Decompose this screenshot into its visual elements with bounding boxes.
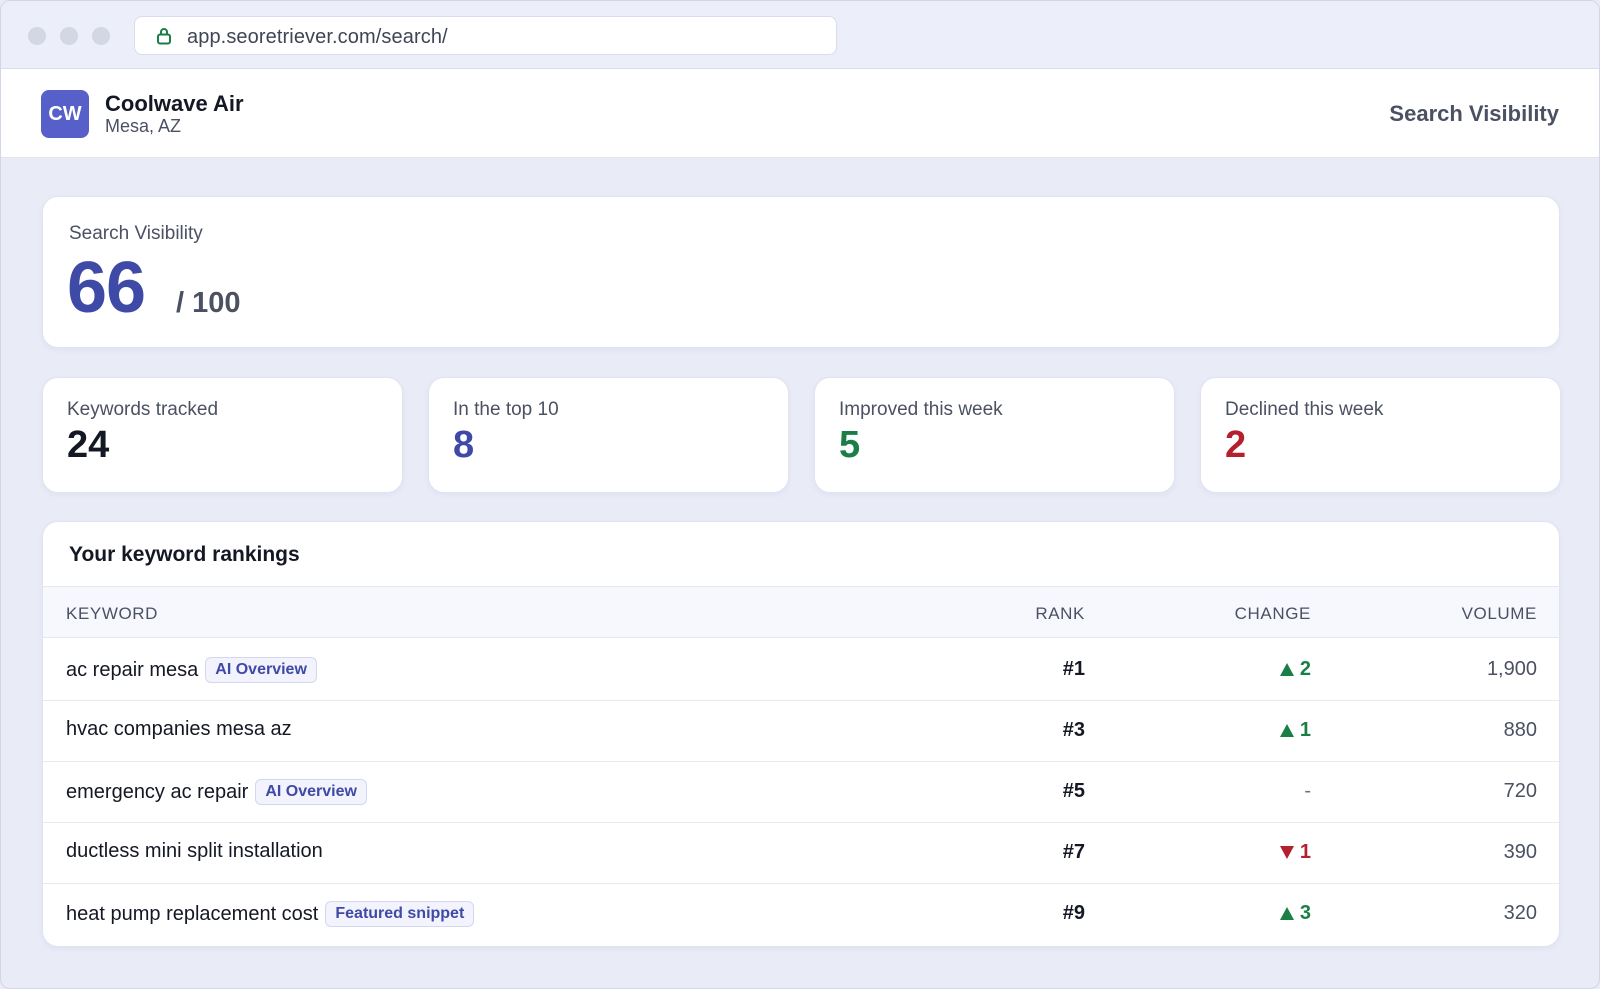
window-close-button[interactable] bbox=[28, 27, 46, 45]
table-row[interactable]: hvac companies mesa az #3 1 880 bbox=[43, 700, 1559, 762]
keyword-text: emergency ac repair bbox=[66, 780, 249, 803]
arrow-up-icon bbox=[1279, 907, 1294, 920]
table-row[interactable]: ac repair mesa AI Overview #1 2 1,900 bbox=[43, 639, 1559, 701]
table-row[interactable]: heat pump replacement cost Featured snipp… bbox=[43, 883, 1559, 945]
keyword-rankings-table: Your keyword rankings KEYWORD RANK CHANG… bbox=[42, 521, 1560, 947]
rank-cell: #1 bbox=[1062, 658, 1085, 680]
rank-cell: #7 bbox=[1062, 841, 1085, 863]
visibility-score-card: Search Visibility 66 / 100 bbox=[42, 196, 1560, 348]
change-value: - bbox=[1304, 780, 1311, 802]
change-value: 1 bbox=[1299, 841, 1311, 863]
keyword-cell: ductless mini split installation bbox=[66, 840, 323, 863]
volume-cell: 320 bbox=[1503, 902, 1537, 924]
stat-card-declined: Declined this week 2 bbox=[1200, 377, 1561, 493]
stat-value: 5 bbox=[839, 424, 861, 466]
keyword-cell: hvac companies mesa az bbox=[66, 718, 292, 741]
app-header: CW Coolwave Air Mesa, AZ Search Visibili… bbox=[1, 69, 1599, 158]
keyword-cell: ac repair mesa AI Overview bbox=[66, 657, 317, 683]
business-name: Coolwave Air bbox=[105, 91, 244, 116]
stat-card-improved: Improved this week 5 bbox=[814, 377, 1175, 493]
stat-value: 2 bbox=[1225, 424, 1247, 466]
column-header-volume[interactable]: VOLUME bbox=[1461, 604, 1537, 623]
change-cell: 3 bbox=[1279, 902, 1311, 925]
keyword-text: heat pump replacement cost bbox=[66, 902, 319, 925]
window-maximize-button[interactable] bbox=[92, 27, 110, 45]
stat-label: Declined this week bbox=[1225, 399, 1384, 420]
column-header-change[interactable]: CHANGE bbox=[1234, 604, 1311, 623]
volume-cell: 390 bbox=[1503, 841, 1537, 863]
change-cell: 1 bbox=[1279, 841, 1311, 864]
table-header: KEYWORD RANK CHANGE VOLUME bbox=[43, 586, 1559, 638]
browser-toolbar: app.seoretriever.com/search/ bbox=[1, 1, 1599, 69]
change-cell: - bbox=[1304, 780, 1311, 803]
arrow-up-icon bbox=[1279, 663, 1294, 676]
column-header-keyword[interactable]: KEYWORD bbox=[66, 604, 159, 623]
rank-cell: #3 bbox=[1062, 719, 1085, 741]
stat-value: 8 bbox=[453, 424, 475, 466]
lock-icon bbox=[157, 28, 171, 45]
keyword-text: ductless mini split installation bbox=[66, 840, 323, 862]
business-logo: CW bbox=[41, 90, 89, 138]
window-minimize-button[interactable] bbox=[60, 27, 78, 45]
change-value: 3 bbox=[1299, 902, 1311, 924]
serp-feature-badge: AI Overview bbox=[205, 657, 317, 683]
keyword-text: ac repair mesa bbox=[66, 658, 199, 681]
keyword-text: hvac companies mesa az bbox=[66, 718, 292, 740]
stat-value: 24 bbox=[67, 424, 110, 466]
stat-label: Keywords tracked bbox=[67, 399, 219, 420]
rank-cell: #5 bbox=[1062, 780, 1085, 802]
stat-card-top-10: In the top 10 8 bbox=[428, 377, 789, 493]
score-label: Search Visibility bbox=[69, 223, 203, 244]
volume-cell: 880 bbox=[1503, 719, 1537, 741]
change-value: 2 bbox=[1299, 658, 1311, 680]
stat-label: In the top 10 bbox=[453, 399, 559, 420]
rank-cell: #9 bbox=[1062, 902, 1085, 924]
url-text: app.seoretriever.com/search/ bbox=[187, 26, 448, 48]
serp-feature-badge: Featured snippet bbox=[325, 901, 475, 927]
keyword-cell: emergency ac repair AI Overview bbox=[66, 779, 367, 805]
score-max: / 100 bbox=[176, 287, 241, 319]
table-row[interactable]: ductless mini split installation #7 1 390 bbox=[43, 822, 1559, 884]
volume-cell: 720 bbox=[1503, 780, 1537, 802]
serp-feature-badge: AI Overview bbox=[255, 779, 367, 805]
keyword-cell: heat pump replacement cost Featured snipp… bbox=[66, 901, 475, 927]
change-cell: 2 bbox=[1279, 658, 1311, 681]
arrow-up-icon bbox=[1279, 724, 1294, 737]
volume-cell: 1,900 bbox=[1486, 658, 1537, 680]
change-cell: 1 bbox=[1279, 719, 1311, 742]
table-row[interactable]: emergency ac repair AI Overview #5 - 720 bbox=[43, 761, 1559, 823]
address-bar[interactable]: app.seoretriever.com/search/ bbox=[134, 16, 837, 55]
score-value: 66 bbox=[67, 248, 146, 328]
page-title: Search Visibility bbox=[1389, 101, 1559, 126]
table-title: Your keyword rankings bbox=[69, 543, 300, 566]
change-value: 1 bbox=[1299, 719, 1311, 741]
stat-card-keywords-tracked: Keywords tracked 24 bbox=[42, 377, 403, 493]
business-location: Mesa, AZ bbox=[105, 116, 182, 136]
column-header-rank[interactable]: RANK bbox=[1035, 604, 1085, 623]
arrow-down-icon bbox=[1279, 846, 1294, 859]
stat-label: Improved this week bbox=[839, 399, 1003, 420]
